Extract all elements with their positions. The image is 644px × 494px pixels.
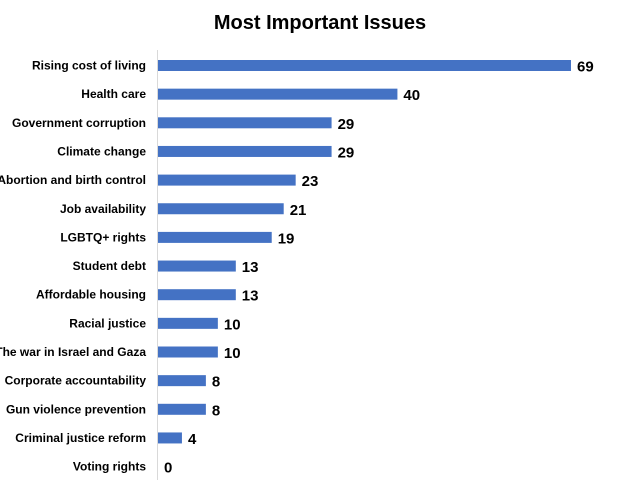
bar-government-corruption xyxy=(158,117,332,129)
value-label-climate-change: 29 xyxy=(338,144,355,161)
category-label-corporate-accountability: Corporate accountability xyxy=(5,374,147,388)
value-label-rising-cost-of-living: 69 xyxy=(577,59,594,76)
bar-affordable-housing xyxy=(158,289,236,301)
value-label-government-corruption: 29 xyxy=(338,116,355,133)
chart-title: Most Important Issues xyxy=(214,12,426,34)
value-label-lgbtq-rights: 19 xyxy=(278,230,295,247)
category-label-gun-violence-prevention: Gun violence prevention xyxy=(6,402,146,416)
value-label-voting-rights: 0 xyxy=(164,460,172,477)
category-labels: Rising cost of living Health care Governme… xyxy=(0,59,146,474)
category-label-climate-change: Climate change xyxy=(57,144,146,158)
category-label-job-availability: Job availability xyxy=(60,202,146,216)
bar-the-war-in-israel-and-gaza xyxy=(158,346,218,358)
bar-lgbtq-rights xyxy=(158,231,272,243)
bar-racial-justice xyxy=(158,317,218,329)
bars-layer xyxy=(158,60,571,444)
category-label-rising-cost-of-living: Rising cost of living xyxy=(32,59,146,73)
value-label-corporate-accountability: 8 xyxy=(212,374,220,391)
category-label-racial-justice: Racial justice xyxy=(69,316,146,330)
bar-gun-violence-prevention xyxy=(158,403,206,415)
value-label-criminal-justice-reform: 4 xyxy=(188,431,197,448)
category-label-affordable-housing: Affordable housing xyxy=(36,288,146,302)
bar-corporate-accountability xyxy=(158,375,206,387)
category-label-government-corruption: Government corruption xyxy=(12,116,146,130)
value-label-affordable-housing: 13 xyxy=(242,288,259,305)
category-label-health-care: Health care xyxy=(81,87,146,101)
value-label-job-availability: 21 xyxy=(290,202,307,219)
bar-student-debt xyxy=(158,260,236,272)
bar-health-care xyxy=(158,88,398,100)
bar-criminal-justice-reform xyxy=(158,432,182,444)
bar-abortion-and-birth-control xyxy=(158,174,296,186)
bar-climate-change xyxy=(158,145,332,157)
value-label-health-care: 40 xyxy=(403,87,420,104)
value-label-student-debt: 13 xyxy=(242,259,259,276)
category-label-criminal-justice-reform: Criminal justice reform xyxy=(15,431,146,445)
value-label-racial-justice: 10 xyxy=(224,316,241,333)
value-label-the-war-in-israel-and-gaza: 10 xyxy=(224,345,241,362)
category-label-abortion-and-birth-control: Abortion and birth control xyxy=(0,173,146,187)
category-label-lgbtq-rights: LGBTQ+ rights xyxy=(60,230,146,244)
bar-job-availability xyxy=(158,203,284,215)
category-label-voting-rights: Voting rights xyxy=(73,460,146,474)
category-label-the-war-in-israel-and-gaza: The war in Israel and Gaza xyxy=(0,345,146,359)
value-label-abortion-and-birth-control: 23 xyxy=(302,173,319,190)
value-label-gun-violence-prevention: 8 xyxy=(212,402,220,419)
bar-rising-cost-of-living xyxy=(158,60,571,71)
category-label-student-debt: Student debt xyxy=(73,259,146,273)
